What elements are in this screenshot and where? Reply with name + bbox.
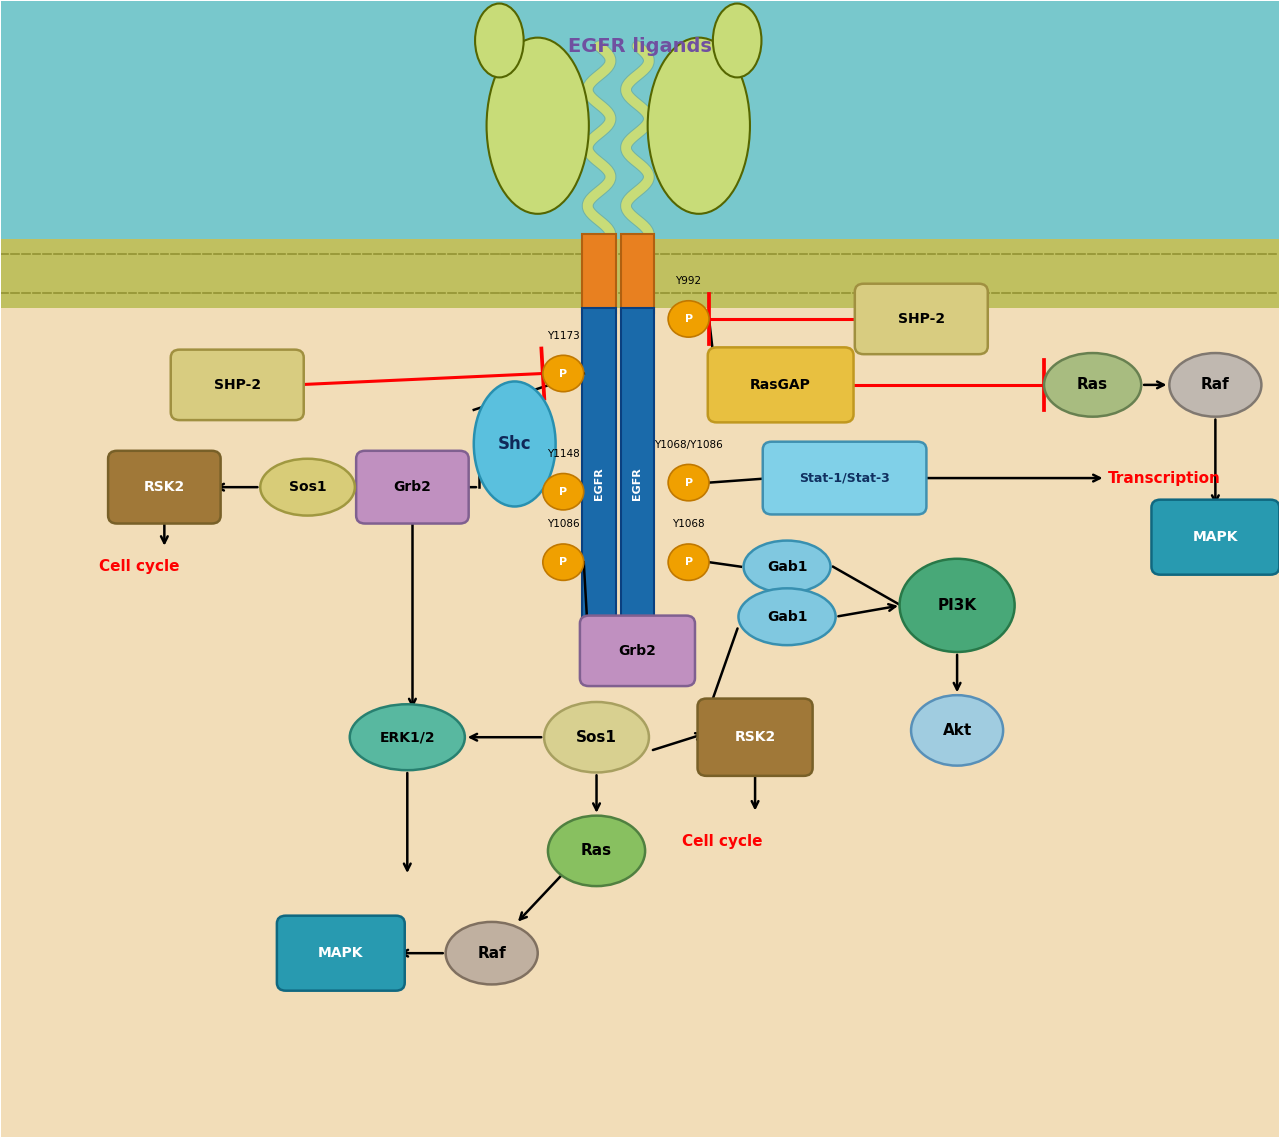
Ellipse shape [475, 3, 524, 77]
Text: RSK2: RSK2 [143, 480, 186, 494]
Ellipse shape [544, 702, 649, 773]
Text: MAPK: MAPK [317, 946, 364, 960]
Text: Y1148: Y1148 [547, 448, 580, 459]
Text: Stat-1/Stat-3: Stat-1/Stat-3 [799, 471, 890, 485]
Ellipse shape [1170, 353, 1261, 417]
Text: Raf: Raf [477, 946, 506, 960]
Text: Y1173: Y1173 [547, 330, 580, 340]
Circle shape [668, 544, 709, 580]
Bar [1, 239, 1279, 307]
Ellipse shape [349, 704, 465, 770]
Ellipse shape [739, 588, 836, 645]
Text: P: P [685, 314, 692, 324]
Ellipse shape [474, 381, 556, 506]
Ellipse shape [900, 559, 1015, 652]
FancyBboxPatch shape [170, 349, 303, 420]
Text: Y1068/Y1086: Y1068/Y1086 [654, 439, 723, 450]
Circle shape [543, 473, 584, 510]
FancyBboxPatch shape [108, 451, 220, 523]
Bar [582, 233, 616, 313]
Text: Shc: Shc [498, 435, 531, 453]
FancyBboxPatch shape [580, 616, 695, 686]
Text: PI3K: PI3K [937, 597, 977, 613]
Text: P: P [559, 487, 567, 496]
Text: Gab1: Gab1 [767, 610, 808, 624]
Text: ERK1/2: ERK1/2 [379, 731, 435, 744]
Bar [621, 233, 654, 313]
FancyBboxPatch shape [276, 916, 404, 991]
FancyBboxPatch shape [708, 347, 854, 422]
Text: P: P [685, 558, 692, 567]
Text: Grb2: Grb2 [618, 644, 657, 658]
Text: SHP-2: SHP-2 [897, 312, 945, 325]
Ellipse shape [713, 3, 762, 77]
Text: Cell cycle: Cell cycle [99, 559, 179, 575]
Text: Ras: Ras [1076, 378, 1108, 393]
Text: P: P [559, 558, 567, 567]
Circle shape [543, 544, 584, 580]
Text: Y1068: Y1068 [672, 519, 705, 529]
FancyBboxPatch shape [356, 451, 468, 523]
FancyBboxPatch shape [763, 442, 927, 514]
Text: Ras: Ras [581, 843, 612, 858]
Ellipse shape [260, 459, 355, 516]
Bar [582, 307, 616, 660]
Text: EGFR: EGFR [632, 468, 643, 500]
Text: Gab1: Gab1 [767, 560, 808, 574]
Text: EGFR: EGFR [594, 468, 604, 500]
Text: MAPK: MAPK [1193, 530, 1238, 544]
Ellipse shape [744, 541, 831, 593]
Ellipse shape [648, 38, 750, 214]
Circle shape [668, 300, 709, 337]
Text: Akt: Akt [942, 723, 972, 737]
FancyBboxPatch shape [698, 699, 813, 776]
Ellipse shape [1044, 353, 1142, 417]
Ellipse shape [445, 922, 538, 984]
Text: Y1086: Y1086 [547, 519, 580, 529]
Text: Grb2: Grb2 [393, 480, 431, 494]
Circle shape [543, 355, 584, 391]
Text: SHP-2: SHP-2 [214, 378, 261, 391]
Text: Sos1: Sos1 [576, 729, 617, 744]
Text: EGFR ligands: EGFR ligands [568, 36, 712, 56]
FancyBboxPatch shape [855, 283, 988, 354]
Text: P: P [685, 478, 692, 487]
Bar [621, 307, 654, 660]
Text: RSK2: RSK2 [735, 731, 776, 744]
Circle shape [668, 464, 709, 501]
Text: Raf: Raf [1201, 378, 1230, 393]
Text: Sos1: Sos1 [289, 480, 326, 494]
Ellipse shape [911, 695, 1004, 766]
Bar [1, 1, 1279, 239]
Text: Cell cycle: Cell cycle [681, 834, 762, 849]
Text: Y992: Y992 [676, 277, 701, 286]
Text: P: P [559, 369, 567, 379]
Ellipse shape [548, 816, 645, 887]
Text: Transcription: Transcription [1108, 471, 1221, 486]
FancyBboxPatch shape [1152, 500, 1279, 575]
Text: RasGAP: RasGAP [750, 378, 812, 391]
Bar [1, 273, 1279, 1137]
Ellipse shape [486, 38, 589, 214]
